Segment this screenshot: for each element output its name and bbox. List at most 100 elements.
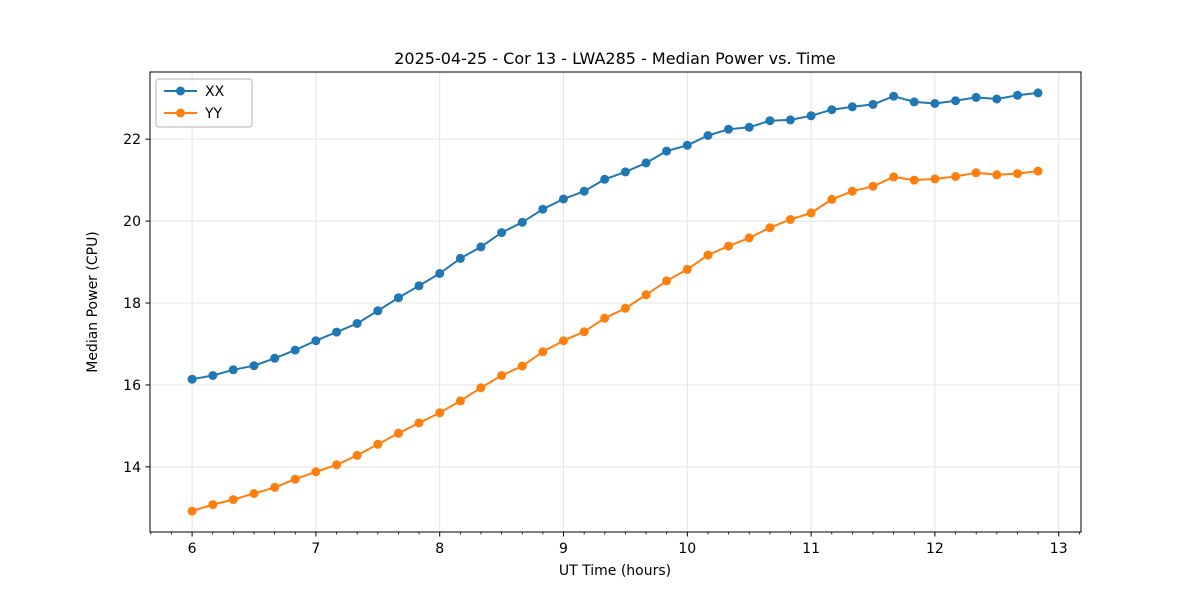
series-yy-point <box>208 500 218 510</box>
y-tick-label: 22 <box>123 132 141 148</box>
series-xx-point <box>662 146 672 156</box>
series-xx-point <box>765 116 775 126</box>
series-xx-line <box>191 91 1039 381</box>
series-yy-point <box>249 489 259 498</box>
x-tick-label: 7 <box>311 541 320 557</box>
series-yy-point <box>517 361 527 371</box>
series-xx-point <box>517 217 527 227</box>
series-yy-point <box>868 181 878 191</box>
y-tick-label: 20 <box>123 214 141 230</box>
series-yy-point <box>744 233 754 243</box>
legend-label: XX <box>205 84 225 100</box>
series-yy-point <box>909 175 919 185</box>
series-xx-point <box>951 96 961 106</box>
series-xx-point <box>620 167 630 177</box>
series-xx-point <box>187 374 197 384</box>
series-yy-point <box>332 460 342 470</box>
series-yy-point <box>373 439 383 449</box>
series-yy-point <box>394 428 403 438</box>
series-yy-point <box>682 264 692 274</box>
legend: XX YY <box>155 78 253 128</box>
series-yy-point <box>662 276 672 286</box>
series-xx-point <box>352 319 362 328</box>
series-yy-point <box>538 347 548 357</box>
series-xx-point <box>909 97 919 107</box>
legend-marker-sample <box>176 108 185 118</box>
series-xx-point <box>847 102 857 112</box>
series-xx-point <box>806 111 816 121</box>
series-xx-point <box>270 353 280 363</box>
series-yy-point <box>620 303 630 313</box>
series-xx-point <box>889 91 899 101</box>
series-xx-point <box>992 94 1002 104</box>
series-xx-point <box>455 253 465 263</box>
series-yy-point <box>992 170 1002 180</box>
series-xx-point <box>682 140 692 150</box>
legend-box <box>155 78 253 128</box>
x-tick-label: 9 <box>559 541 568 557</box>
series-yy-point <box>971 168 981 178</box>
chart-title: 2025-04-25 - Cor 13 - LWA285 - Median Po… <box>394 49 836 68</box>
series-xx-point <box>1033 88 1043 98</box>
series-xx-point <box>414 281 424 291</box>
series-yy-point <box>559 336 568 346</box>
series-xx-point <box>559 194 568 204</box>
series-xx-point <box>249 361 259 371</box>
series-xx-point <box>538 204 548 214</box>
series-yy-point <box>847 186 857 196</box>
series-xx-point <box>600 174 610 184</box>
series-yy-point <box>889 172 899 182</box>
series-xx-point <box>394 293 403 303</box>
series-yy-point <box>497 371 507 380</box>
x-tick-label: 10 <box>678 541 696 557</box>
series-xx-point <box>476 242 486 252</box>
legend-marker-sample <box>176 86 185 96</box>
series-xx-point <box>868 99 878 109</box>
series-yy-point <box>600 313 610 323</box>
series-yy-point <box>930 174 940 184</box>
y-axis-label: Median Power (CPU) <box>85 231 101 373</box>
series-xx-point <box>332 327 342 337</box>
y-tick-label: 18 <box>123 296 141 312</box>
series-yy-point <box>579 327 589 337</box>
series-xx-point <box>373 306 383 316</box>
plot-area: 6 7 8 9 10 11 12 13 14 16 18 20 22 <box>123 71 1082 557</box>
series-xx-point <box>724 124 733 134</box>
series-yy-point <box>806 208 816 218</box>
series-yy-point <box>951 172 961 181</box>
series-yy-point <box>1013 169 1022 179</box>
series-xx-point <box>785 115 795 125</box>
series-yy-point <box>785 215 795 224</box>
series-yy-point <box>352 450 362 460</box>
series-xx-point <box>1013 90 1022 100</box>
series-xx-point <box>641 158 651 168</box>
series-xx-point <box>703 131 713 140</box>
x-axis-label: UT Time (hours) <box>559 563 671 579</box>
series-yy-point <box>476 383 486 393</box>
series-yy-point <box>228 495 238 505</box>
series-yy-point <box>827 194 837 204</box>
series-yy-point <box>724 241 733 251</box>
series-yy-point <box>455 396 465 406</box>
series-xx-point <box>971 92 981 102</box>
series-yy-point <box>290 474 300 484</box>
x-tick-label: 12 <box>926 541 944 557</box>
series-yy-point <box>270 482 280 492</box>
series-xx-point <box>290 345 300 355</box>
series-yy-point <box>435 408 445 418</box>
series-yy-point <box>414 418 424 428</box>
y-tick-label: 16 <box>123 378 141 394</box>
series-xx-point <box>228 365 238 375</box>
series-yy-point <box>765 223 775 233</box>
x-tick-label: 11 <box>802 541 820 557</box>
axes-spines <box>149 71 1082 533</box>
series-yy-point <box>187 506 197 516</box>
series-yy-point <box>641 290 651 300</box>
series-xx-point <box>497 228 507 238</box>
x-tick-label: 8 <box>435 541 444 557</box>
series-xx-point <box>208 371 218 380</box>
series-xx-point <box>311 336 321 346</box>
series-xx-point <box>579 186 589 196</box>
